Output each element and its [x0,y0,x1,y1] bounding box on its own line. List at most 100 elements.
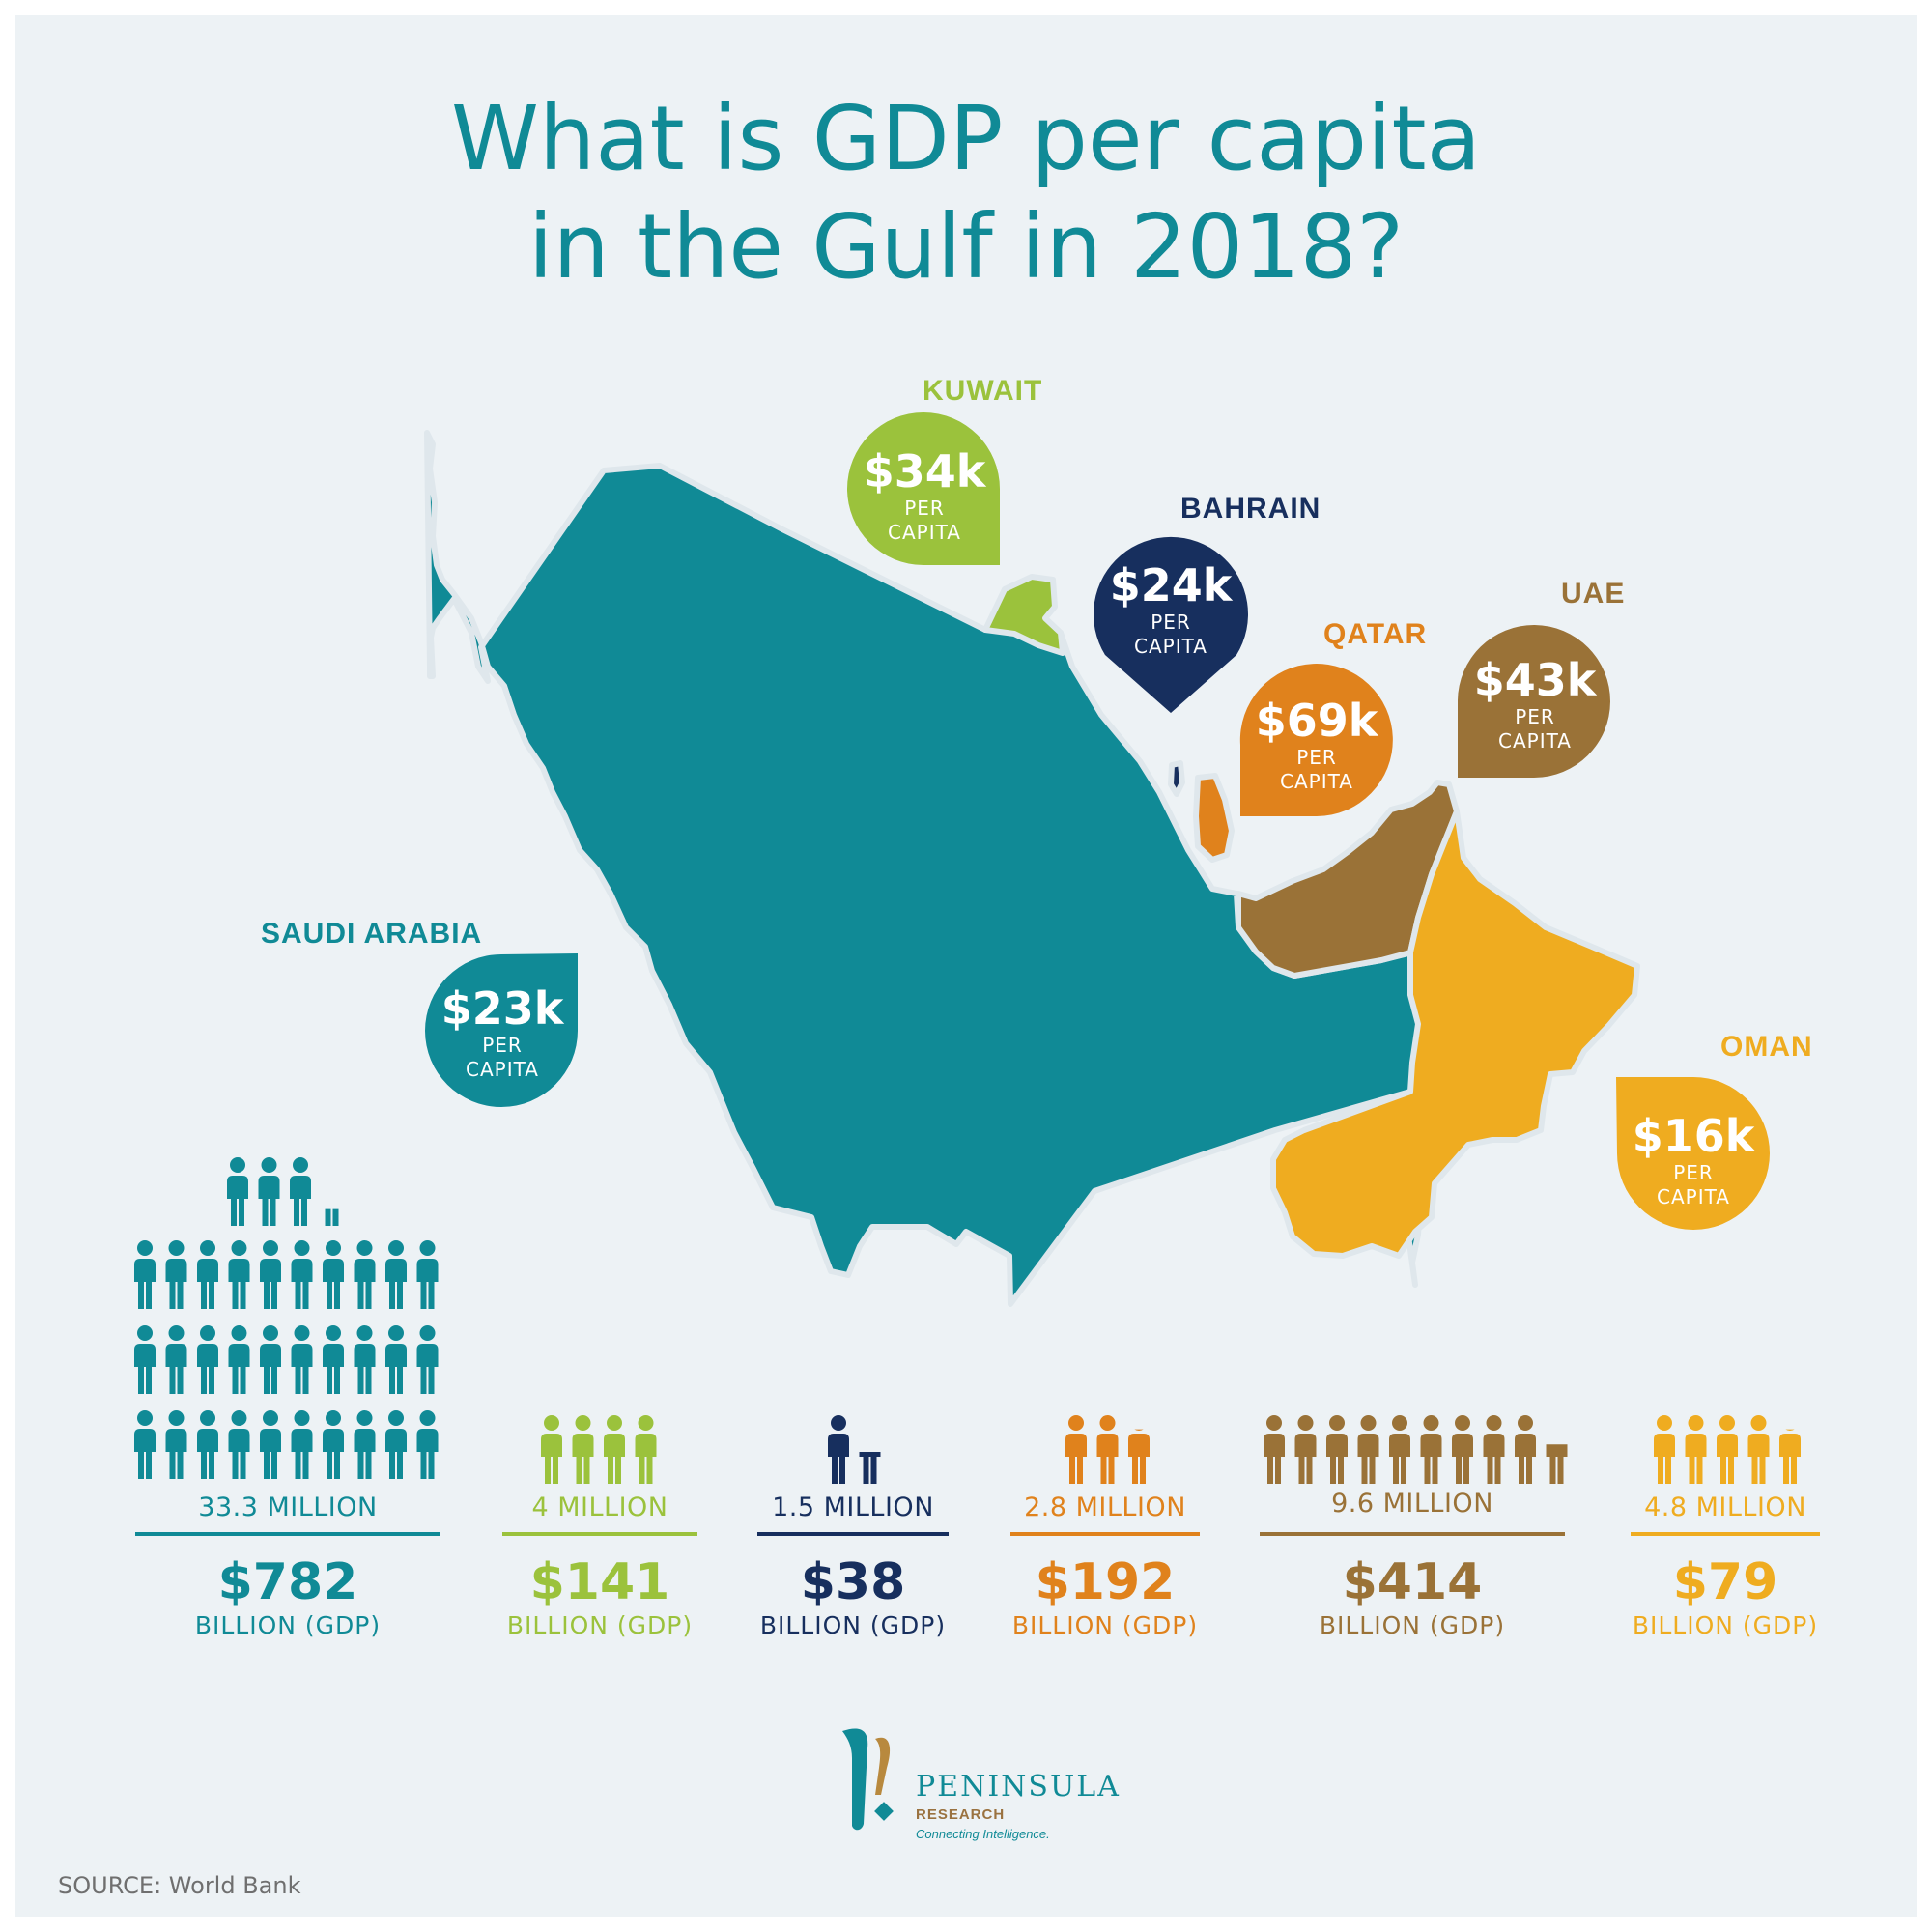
gdp-unit: BILLION (GDP) [506,1611,694,1639]
gdp-value: $79 [1672,1553,1778,1611]
population: 2.8 MILLION [1024,1492,1186,1522]
gdp-value: $414 [1342,1553,1483,1611]
per-capita-unit: PER [904,497,945,520]
divider [502,1532,697,1536]
person-icon [1065,1415,1087,1484]
pin-oman [1616,1077,1770,1230]
logo-name: PENINSULA [916,1770,1121,1804]
person-icon [1452,1415,1473,1484]
per-capita-value: $34k [863,445,986,497]
person-icon [197,1410,218,1479]
person-icon [228,1410,250,1479]
map-region-kuwait [982,574,1065,656]
gdp-unit: BILLION (GDP) [194,1611,382,1639]
person-icon [416,1325,439,1394]
person-icon [1654,1415,1675,1484]
label-oman: OMAN [1720,1031,1813,1063]
stat-saudi-arabia: 33.3 MILLION $782 BILLION (GDP) [135,1492,440,1639]
person-icon [228,1240,250,1309]
person-icon [1326,1415,1348,1484]
gdp-unit: BILLION (GDP) [1011,1611,1199,1639]
pin-text-kuwait: $34k PER CAPITA [847,446,1002,545]
person-icon [258,1157,280,1226]
person-icon [325,1208,339,1226]
pin-saudi-arabia [425,953,578,1107]
title-line-2: in the Gulf in 2018? [527,195,1405,298]
pin-text-oman: $16k PER CAPITA [1616,1111,1771,1209]
person-icon [197,1240,218,1309]
person-icon [354,1410,376,1479]
population: 33.3 MILLION [198,1492,378,1522]
gdp-value: $192 [1035,1553,1176,1611]
pin-text-bahrain: $24k PER CAPITA [1094,560,1248,659]
person-icon [1096,1415,1119,1484]
person-icon [1546,1444,1568,1484]
person-icon [260,1240,281,1309]
stat-kuwait: 4 MILLION $141 BILLION (GDP) [502,1492,697,1639]
page-title: What is GDP per capita in the Gulf in 20… [0,85,1932,301]
person-icon [227,1157,248,1226]
person-icon [541,1415,562,1484]
per-capita-unit: CAPITA [1657,1185,1730,1208]
person-icon [1389,1415,1410,1484]
person-icon [385,1240,407,1309]
person-icon [134,1325,156,1394]
people-pictogram-bahrain [828,1415,881,1484]
map-region-oman [1270,809,1640,1259]
divider [135,1532,440,1536]
person-icon [291,1325,313,1394]
label-qatar: QATAR [1323,618,1428,650]
gdp-unit: BILLION (GDP) [1319,1611,1506,1639]
gdp-unit: BILLION (GDP) [1632,1611,1819,1639]
label-kuwait: KUWAIT [923,375,1043,407]
per-capita-unit: PER [1515,705,1555,728]
divider [1010,1532,1200,1536]
people-pictogram-kuwait [541,1415,657,1484]
person-icon [228,1325,250,1394]
stat-uae: 9.6 MILLION $414 BILLION (GDP) [1260,1489,1565,1639]
person-icon [290,1157,311,1226]
pin-qatar [1239,664,1393,816]
per-capita-value: $43k [1473,654,1597,706]
per-capita-unit: PER [1296,746,1337,769]
person-icon [354,1325,376,1394]
people-pictogram-oman [1654,1415,1801,1484]
stat-qatar: 2.8 MILLION $192 BILLION (GDP) [1010,1492,1200,1639]
map-region-bahrain [1168,760,1185,797]
person-icon [604,1415,625,1484]
logo-subtitle: RESEARCH [916,1806,1006,1823]
per-capita-unit: PER [482,1034,523,1057]
person-icon [828,1415,849,1484]
person-icon [165,1410,187,1479]
person-icon [1128,1429,1150,1484]
person-icon [1357,1415,1379,1484]
pin-text-qatar: $69k PER CAPITA [1239,696,1394,794]
per-capita-unit: PER [1673,1161,1714,1184]
per-capita-value: $23k [440,982,564,1035]
map-region-uae [1236,780,1460,979]
person-icon [323,1240,344,1309]
gdp-value: $782 [217,1553,358,1611]
person-icon [416,1240,439,1309]
person-icon [1264,1415,1285,1484]
person-icon [1483,1415,1505,1484]
peninsula-logo-icon [842,1728,894,1831]
pin-uae [1458,625,1610,778]
person-icon [323,1410,344,1479]
stat-bahrain: 1.5 MILLION $38 BILLION (GDP) [757,1492,949,1639]
per-capita-unit: CAPITA [1134,635,1208,658]
person-icon [1515,1415,1536,1484]
gdp-unit: BILLION (GDP) [759,1611,947,1639]
population: 1.5 MILLION [772,1492,934,1522]
person-icon [354,1240,376,1309]
person-icon [572,1415,594,1484]
title-line-1: What is GDP per capita [451,87,1481,190]
population: 4 MILLION [531,1492,668,1522]
person-icon [385,1410,407,1479]
stat-oman: 4.8 MILLION $79 BILLION (GDP) [1631,1492,1820,1639]
population: 4.8 MILLION [1644,1492,1806,1522]
person-icon [1717,1415,1738,1484]
divider [757,1532,949,1536]
person-icon [134,1240,156,1309]
